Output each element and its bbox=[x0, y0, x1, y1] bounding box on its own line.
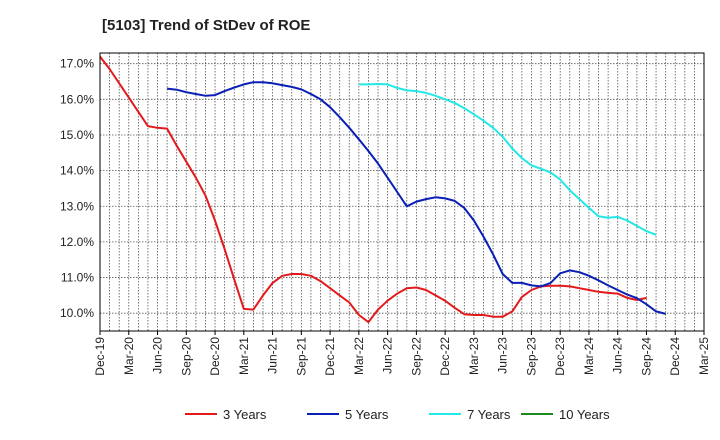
series-line-5-years bbox=[166, 81, 666, 315]
x-tick-label: Mar-23 bbox=[467, 337, 481, 375]
legend: 3 Years 5 Years 7 Years 10 Years bbox=[185, 407, 610, 422]
legend-label: 5 Years bbox=[345, 407, 389, 422]
y-tick-label: 12.0% bbox=[60, 235, 94, 249]
x-tick-label: Sep-21 bbox=[294, 337, 308, 376]
x-tick-label: Mar-20 bbox=[122, 337, 136, 375]
x-tick-label: Mar-22 bbox=[352, 337, 366, 375]
series-line-7-years bbox=[358, 83, 657, 236]
x-tick-label: Mar-21 bbox=[237, 337, 251, 375]
y-tick-label: 13.0% bbox=[60, 199, 94, 213]
x-axis: Dec-19 Mar-20 Jun-20 Sep-20 Dec-20 Mar-21 Jun-… bbox=[93, 331, 711, 376]
y-tick-label: 17.0% bbox=[60, 57, 94, 71]
series-line-3-years bbox=[99, 55, 647, 324]
x-tick-label: Sep-23 bbox=[524, 337, 538, 376]
x-tick-label: Dec-22 bbox=[438, 337, 452, 376]
x-tick-label: Sep-24 bbox=[639, 337, 653, 376]
series-lines bbox=[99, 55, 666, 324]
grid-lines bbox=[99, 53, 705, 331]
x-tick-label: Jun-23 bbox=[496, 337, 510, 374]
x-tick-label: Dec-24 bbox=[668, 337, 682, 376]
x-tick-label: Mar-24 bbox=[582, 337, 596, 375]
x-tick-label: Sep-20 bbox=[179, 337, 193, 376]
x-tick-label: Jun-21 bbox=[266, 337, 280, 374]
y-tick-label: 15.0% bbox=[60, 128, 94, 142]
y-tick-label: 10.0% bbox=[60, 306, 94, 320]
y-tick-label: 16.0% bbox=[60, 92, 94, 106]
x-tick-label: Jun-22 bbox=[381, 337, 395, 374]
y-axis: 10.0% 11.0% 12.0% 13.0% 14.0% 15.0% 16.0% 17.0% bbox=[60, 57, 94, 320]
x-tick-label: Dec-21 bbox=[323, 337, 337, 376]
x-tick-label: Mar-25 bbox=[697, 337, 711, 375]
plot-frame bbox=[99, 52, 705, 332]
x-tick-label: Dec-23 bbox=[553, 337, 567, 376]
legend-label: 7 Years bbox=[467, 407, 511, 422]
y-tick-label: 11.0% bbox=[61, 271, 94, 285]
x-tick-label: Dec-20 bbox=[208, 337, 222, 376]
chart-title: [5103] Trend of StDev of ROE bbox=[102, 17, 310, 34]
x-tick-label: Sep-22 bbox=[409, 337, 423, 376]
legend-label: 10 Years bbox=[559, 407, 610, 422]
x-tick-label: Dec-19 bbox=[93, 337, 107, 376]
y-tick-label: 14.0% bbox=[60, 164, 94, 178]
x-tick-label: Jun-24 bbox=[611, 337, 625, 374]
x-tick-label: Jun-20 bbox=[151, 337, 165, 374]
legend-label: 3 Years bbox=[223, 407, 267, 422]
